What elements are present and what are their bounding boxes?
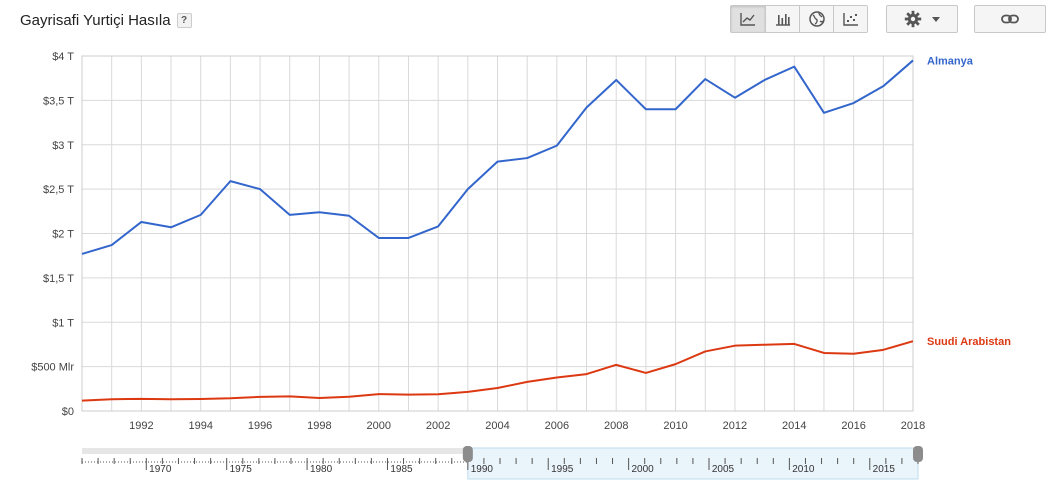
range-tick-label: 1995 bbox=[551, 464, 574, 475]
range-tick-label: 1985 bbox=[390, 464, 413, 475]
y-tick-label: $2,5 T bbox=[43, 184, 74, 196]
y-tick-label: $1,5 T bbox=[43, 273, 74, 285]
x-tick-label: 2014 bbox=[782, 420, 806, 432]
line-chart-icon bbox=[740, 13, 755, 26]
x-tick-label: 2016 bbox=[841, 420, 865, 432]
x-tick-label: 1998 bbox=[307, 420, 331, 432]
range-selector[interactable]: 1970 1975 1980 1985 1990 1995 2000 2005 2010 2015 bbox=[81, 446, 923, 480]
page-title: Gayrisafi Yurtiçi Hasıla bbox=[20, 12, 171, 29]
chart-type-selector bbox=[730, 5, 868, 33]
settings-button[interactable] bbox=[886, 5, 958, 33]
x-tick-label: 1992 bbox=[129, 420, 153, 432]
series-label[interactable]: Almanya bbox=[927, 55, 974, 67]
x-tick-label: 2004 bbox=[485, 420, 509, 432]
y-tick-label: $3,5 T bbox=[43, 95, 74, 107]
x-tick-label: 2018 bbox=[901, 420, 925, 432]
series-label[interactable]: Suudi Arabistan bbox=[927, 336, 1011, 348]
range-tick-label: 1970 bbox=[149, 464, 172, 475]
x-tick-label: 2000 bbox=[367, 420, 391, 432]
bar-chart-icon bbox=[775, 14, 790, 26]
bar-chart-button[interactable] bbox=[765, 6, 799, 32]
y-tick-label: $1 T bbox=[52, 317, 74, 329]
x-tick-label: 2002 bbox=[426, 420, 450, 432]
x-tick-label: 1996 bbox=[248, 420, 272, 432]
chart-header: Gayrisafi Yurtiçi Hasıla ? bbox=[20, 12, 192, 29]
link-icon bbox=[1001, 14, 1019, 24]
range-start-handle[interactable] bbox=[462, 446, 473, 462]
x-tick-label: 2012 bbox=[723, 420, 747, 432]
y-axis: $0 $500 Mlr $1 T $1,5 T $2 T $2,5 T $3 T $3,5 T… bbox=[31, 51, 74, 418]
y-tick-label: $2 T bbox=[52, 229, 74, 241]
x-axis: 1992 1994 1996 1998 2000 2002 2004 2006 2008 2010… bbox=[129, 420, 925, 432]
range-end-handle[interactable] bbox=[913, 446, 923, 462]
help-button[interactable]: ? bbox=[176, 13, 192, 28]
caret-down-icon bbox=[932, 16, 940, 22]
range-tick-label: 2015 bbox=[873, 464, 896, 475]
range-tick-label: 1975 bbox=[230, 464, 253, 475]
range-tick-label: 1990 bbox=[471, 464, 494, 475]
scatter-chart-button[interactable] bbox=[833, 6, 867, 32]
map-button[interactable] bbox=[799, 6, 833, 32]
grid bbox=[81, 55, 914, 412]
y-tick-label: $4 T bbox=[52, 51, 74, 63]
y-tick-label: $500 Mlr bbox=[31, 362, 74, 374]
y-tick-label: $0 bbox=[62, 406, 74, 418]
range-tick-label: 1980 bbox=[310, 464, 333, 475]
range-tick-label: 2005 bbox=[712, 464, 735, 475]
range-tick-label: 2010 bbox=[792, 464, 815, 475]
range-tick-label: 2000 bbox=[631, 464, 654, 475]
x-tick-label: 2010 bbox=[663, 420, 687, 432]
plot-border bbox=[81, 55, 914, 412]
series-line-almanya[interactable] bbox=[81, 59, 914, 255]
scatter-chart-icon bbox=[842, 13, 858, 26]
line-chart-button[interactable] bbox=[731, 6, 765, 32]
x-tick-label: 2008 bbox=[604, 420, 628, 432]
series: Almanya Suudi Arabistan bbox=[81, 55, 1011, 402]
gear-icon bbox=[904, 10, 922, 28]
y-tick-label: $3 T bbox=[52, 140, 74, 152]
globe-icon bbox=[808, 11, 825, 27]
series-line-suudi-arabistan[interactable] bbox=[81, 340, 914, 402]
x-tick-label: 1994 bbox=[188, 420, 212, 432]
x-tick-label: 2006 bbox=[545, 420, 569, 432]
share-link-button[interactable] bbox=[974, 5, 1046, 33]
